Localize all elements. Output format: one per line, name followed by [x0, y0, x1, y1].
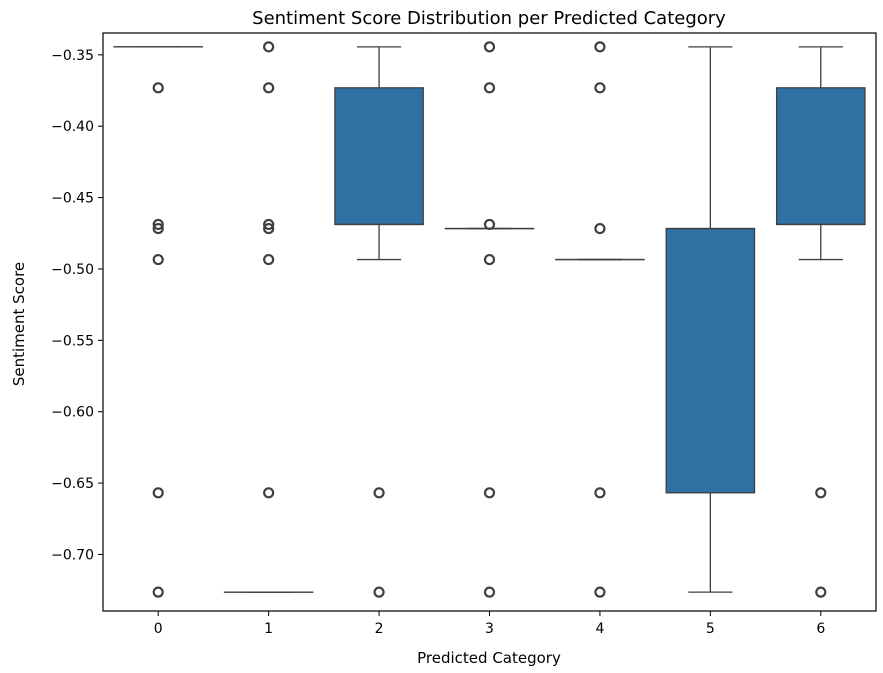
- outlier-point: [152, 218, 164, 231]
- box-iqr: [334, 87, 424, 226]
- outlier-point: [152, 586, 164, 598]
- outlier-point: [594, 586, 606, 598]
- outlier-point: [483, 218, 496, 231]
- outlier-point: [483, 41, 496, 53]
- plot-area: [113, 41, 866, 598]
- outlier-point: [373, 487, 385, 499]
- y-tick-label: −0.50: [51, 262, 94, 278]
- y-tick-label: −0.65: [51, 476, 94, 492]
- box-group-5: [665, 46, 756, 593]
- outlier-point: [263, 487, 275, 499]
- y-tick-label: −0.55: [51, 333, 94, 349]
- outlier-point: [263, 218, 275, 231]
- x-tick-label: 2: [375, 621, 384, 637]
- box-group-6: [775, 46, 866, 598]
- box-group-0: [113, 46, 204, 598]
- outlier-point: [594, 82, 606, 94]
- x-tick-label: 5: [706, 621, 715, 637]
- box-group-2: [334, 46, 424, 598]
- outlier-point: [263, 222, 275, 235]
- outlier-point: [594, 222, 606, 235]
- outlier-point: [152, 253, 164, 266]
- outlier-point: [152, 222, 164, 235]
- outlier-point: [594, 487, 606, 499]
- box-iqr: [775, 87, 866, 226]
- x-tick-label: 6: [816, 621, 825, 637]
- plot-frame: [102, 32, 877, 612]
- outlier-point: [263, 41, 275, 53]
- x-tick-label: 3: [485, 621, 494, 637]
- outlier-point: [483, 253, 496, 266]
- outlier-point: [483, 487, 496, 499]
- x-axis-label: Predicted Category: [417, 649, 561, 667]
- y-tick-label: −0.45: [51, 191, 94, 207]
- outlier-point: [152, 487, 164, 499]
- outlier-point: [594, 41, 606, 53]
- y-axis-label: Sentiment Score: [10, 262, 28, 386]
- x-tick-label: 1: [264, 621, 273, 637]
- y-tick-label: −0.70: [51, 547, 94, 563]
- x-tick-label: 4: [595, 621, 604, 637]
- box-iqr: [665, 227, 756, 494]
- chart-title: Sentiment Score Distribution per Predict…: [252, 8, 726, 29]
- outlier-point: [483, 586, 496, 598]
- y-tick-label: −0.40: [51, 119, 94, 135]
- box-group-4: [555, 41, 645, 598]
- box-group-1: [223, 41, 314, 593]
- x-tick-label: 0: [154, 621, 163, 637]
- outlier-point: [263, 253, 275, 266]
- outlier-point: [483, 82, 496, 94]
- y-tick-label: −0.35: [51, 48, 94, 64]
- outlier-point: [152, 82, 164, 94]
- outlier-point: [815, 586, 827, 598]
- outlier-point: [263, 82, 275, 94]
- y-tick-label: −0.60: [51, 405, 94, 421]
- box-group-3: [444, 41, 535, 598]
- outlier-point: [815, 487, 827, 499]
- outlier-point: [373, 586, 385, 598]
